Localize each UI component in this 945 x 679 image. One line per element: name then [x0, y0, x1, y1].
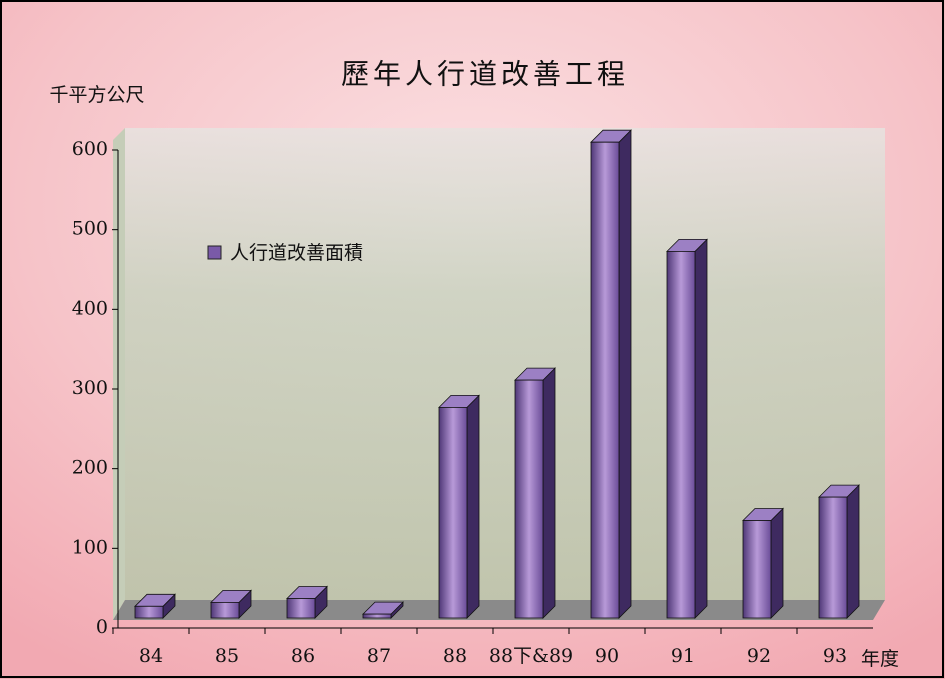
bar — [438, 406, 468, 619]
x-tick-label: 93 — [823, 645, 847, 667]
x-tick-label: 90 — [595, 645, 619, 667]
x-tick-label: 84 — [139, 645, 163, 667]
x-axis-label: 年度 — [861, 648, 899, 670]
bar — [286, 598, 316, 619]
x-tick-label: 88下&89 — [489, 645, 573, 667]
y-tick-label: 600 — [72, 138, 108, 160]
bar — [818, 496, 848, 619]
bar-side — [542, 367, 556, 619]
chart-title: 歷年人行道改善工程 — [341, 58, 629, 91]
bar — [666, 250, 696, 619]
side-wall — [113, 128, 125, 620]
y-tick-label: 400 — [72, 297, 108, 319]
legend-swatch — [207, 245, 222, 260]
y-tick-label: 100 — [72, 536, 108, 558]
y-tick-label: 300 — [72, 377, 108, 399]
bar-side — [846, 484, 860, 619]
bar-side — [466, 394, 480, 619]
bar-side — [770, 507, 784, 619]
x-tick-label: 87 — [367, 645, 391, 667]
x-tick-label: 91 — [671, 645, 695, 667]
bar — [514, 379, 544, 619]
bar-side — [694, 238, 708, 619]
legend-label: 人行道改善面積 — [230, 242, 363, 264]
y-tick-label: 500 — [72, 218, 108, 240]
x-tick-label: 92 — [747, 645, 771, 667]
bar — [210, 602, 240, 619]
x-tick-label: 85 — [215, 645, 239, 667]
bar — [362, 613, 392, 619]
y-tick-label: 200 — [72, 457, 108, 479]
x-tick-label: 88 — [443, 645, 467, 667]
y-axis-label: 千平方公尺 — [49, 84, 144, 106]
bar-side — [618, 129, 632, 619]
y-tick-label: 0 — [96, 616, 108, 638]
bar — [590, 141, 620, 619]
x-tick-label: 86 — [291, 645, 315, 667]
bar — [134, 605, 164, 619]
bar — [742, 520, 772, 619]
